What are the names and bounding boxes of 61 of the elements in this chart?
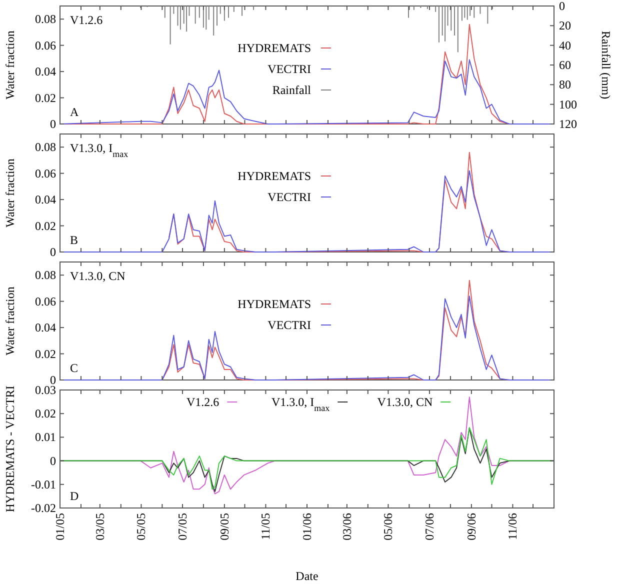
legend-label: HYDREMATS xyxy=(238,169,311,183)
x-tick-label: 05/06 xyxy=(381,513,396,540)
y-tick-label: 0.02 xyxy=(35,218,56,233)
legend-label: VECTRI xyxy=(268,190,311,204)
x-tick-label: 09/05 xyxy=(217,513,232,540)
y2-tick-label: 100 xyxy=(559,97,577,112)
y-tick-label: 0.06 xyxy=(35,38,56,52)
x-tick-label: 11/06 xyxy=(506,513,520,540)
x-tick-label: 03/06 xyxy=(340,513,354,540)
y-tick-label: 0.02 xyxy=(35,346,56,361)
y-tick-label: -0.02 xyxy=(31,501,56,515)
x-tick-label: 05/05 xyxy=(134,513,148,540)
y-tick-label: 0.02 xyxy=(35,406,56,421)
y2-tick-label: 80 xyxy=(559,78,571,92)
y-axis-title: Water fraction xyxy=(3,30,17,100)
legend-label: VECTRI xyxy=(268,62,311,76)
x-tick-label: 01/06 xyxy=(300,513,314,540)
y2-tick-label: 40 xyxy=(559,38,571,52)
y-tick-label: 0.08 xyxy=(35,140,56,154)
x-tick-label: 07/06 xyxy=(422,513,436,540)
y2-tick-label: 120 xyxy=(559,117,577,131)
x-tick-label: 03/05 xyxy=(92,513,107,540)
x-axis-title: Date xyxy=(296,569,318,583)
y2-tick-label: 20 xyxy=(559,18,571,33)
annotation: C xyxy=(70,361,78,375)
y-tick-label: 0 xyxy=(50,117,56,131)
y-tick-label: 0.06 xyxy=(35,166,56,180)
y-tick-label: 0.06 xyxy=(35,294,56,308)
x-tick-label: 09/06 xyxy=(464,513,478,540)
x-tick-label: 01/05 xyxy=(53,513,67,540)
annotation: A xyxy=(70,105,79,119)
y-tick-label: 0.08 xyxy=(35,268,56,282)
y-tick-label: 0.04 xyxy=(35,320,56,335)
x-tick-label: 11/05 xyxy=(258,513,273,540)
y2-tick-label: 0 xyxy=(559,0,565,13)
y2-tick-label: 60 xyxy=(559,58,571,72)
y-axis-title: Water fraction xyxy=(3,158,17,228)
y-tick-label: 0.01 xyxy=(35,430,56,444)
annotation: V1.3.0, CN xyxy=(70,269,126,283)
y-axis-title: Water fraction xyxy=(3,286,17,356)
annotation: D xyxy=(70,489,79,503)
y-tick-label: 0.04 xyxy=(35,64,56,79)
legend-label: Rainfall xyxy=(272,83,312,97)
y-tick-label: 0.02 xyxy=(35,90,56,105)
y-tick-label: 0 xyxy=(50,245,56,259)
annotation: V1.3.0, I$_{max}$ xyxy=(70,141,129,159)
y-tick-label: 0.04 xyxy=(35,192,56,207)
legend-label: V1.2.6 xyxy=(186,395,220,409)
y-axis-title: HYDREMATS - VECTRI xyxy=(3,386,17,512)
y2-axis-title: Rainfall (mm) xyxy=(599,30,613,100)
x-tick-label: 07/05 xyxy=(175,513,190,540)
legend-label: HYDREMATS xyxy=(238,297,311,311)
legend-label: VECTRI xyxy=(268,318,311,332)
annotation: B xyxy=(70,233,78,247)
annotation: V1.2.6 xyxy=(70,13,103,27)
legend-label: V1.3.0, CN xyxy=(377,395,433,409)
y-tick-label: 0 xyxy=(50,454,56,468)
legend-label: HYDREMATS xyxy=(238,41,311,55)
legend-label: V1.3.0, I$_{max}$ xyxy=(271,395,330,413)
y-tick-label: -0.01 xyxy=(31,477,56,492)
y-tick-label: 0.08 xyxy=(35,12,56,26)
